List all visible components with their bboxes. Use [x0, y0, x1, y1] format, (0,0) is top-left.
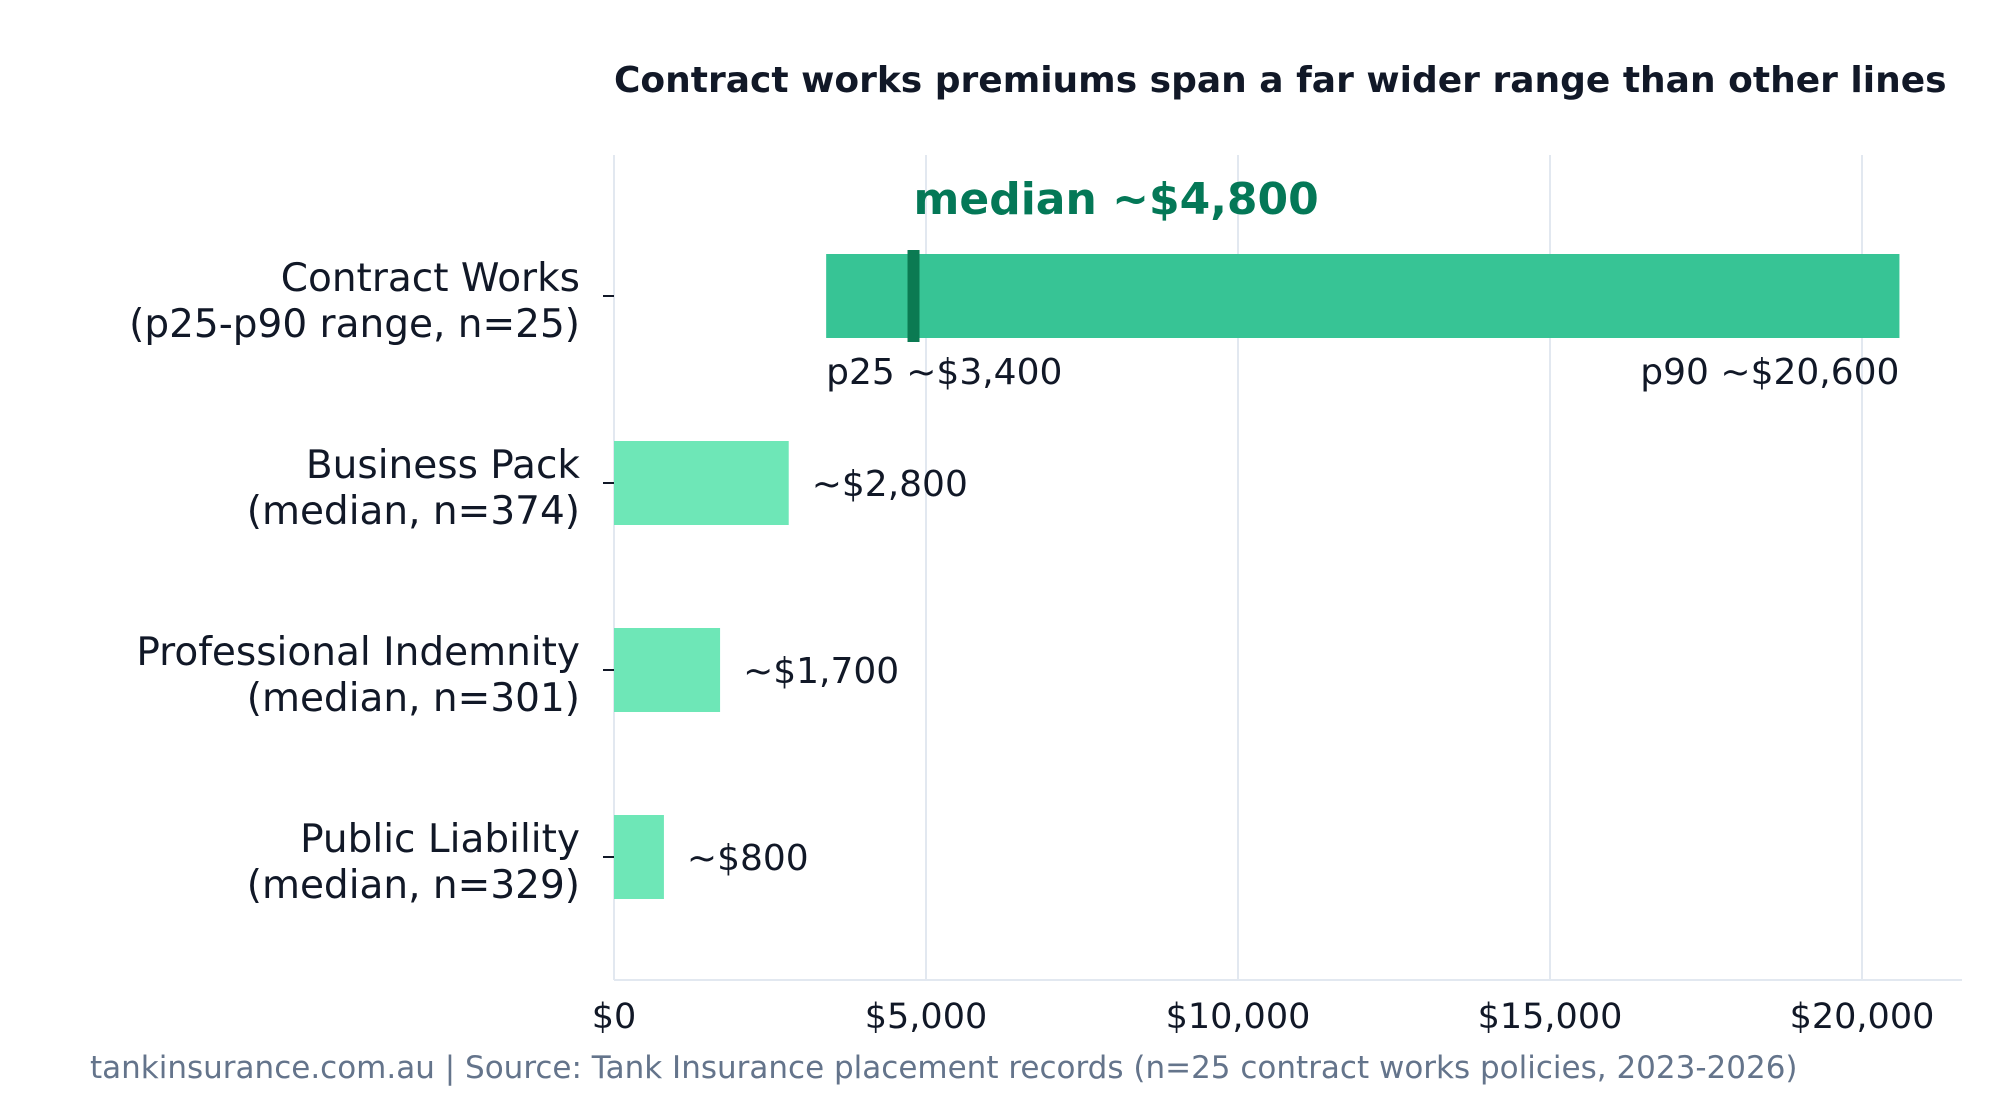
- category-label-line: Professional Indemnity: [136, 630, 580, 675]
- labels: Contract Works (p25-p90 range, n=25) Busin…: [129, 174, 1899, 908]
- bar-value-label: ~$2,800: [812, 464, 968, 505]
- p25-label: p25 ~$3,400: [826, 352, 1062, 393]
- chart-title: Contract works premiums span a far wider…: [614, 60, 1947, 101]
- x-tick-label: $5,000: [865, 997, 987, 1037]
- category-label: Contract Works (p25-p90 range, n=25): [129, 256, 580, 347]
- footer-source: tankinsurance.com.au | Source: Tank Insu…: [90, 1050, 1798, 1086]
- median-bar: [614, 815, 664, 899]
- category-label-line: (median, n=301): [247, 676, 580, 721]
- median-marker: [907, 250, 920, 342]
- median-bar: [614, 628, 721, 712]
- category-label-line: Contract Works: [281, 256, 580, 301]
- category-label: Business Pack (median, n=374): [247, 443, 581, 534]
- category-label-line: (p25-p90 range, n=25): [129, 302, 580, 347]
- category-label-line: (median, n=329): [247, 863, 580, 908]
- category-label-line: Business Pack: [306, 443, 580, 488]
- x-tick-label: $15,000: [1478, 997, 1623, 1037]
- bars: [614, 250, 1900, 899]
- x-axis-ticks: $0 $5,000 $10,000 $15,000 $20,000: [592, 295, 1935, 1037]
- bar-value-label: ~$1,700: [743, 651, 899, 692]
- median-bar: [614, 441, 789, 525]
- p90-label: p90 ~$20,600: [1640, 352, 1899, 393]
- category-label: Public Liability (median, n=329): [247, 817, 580, 908]
- category-label-line: (median, n=374): [247, 489, 580, 534]
- x-tick-label: $10,000: [1166, 997, 1311, 1037]
- bar-value-label: ~$800: [687, 838, 809, 879]
- x-tick-label: $20,000: [1790, 997, 1935, 1037]
- range-bar-contract-works: [826, 254, 1900, 338]
- category-label: Professional Indemnity (median, n=301): [136, 630, 580, 721]
- x-tick-label: $0: [592, 997, 637, 1037]
- category-label-line: Public Liability: [300, 817, 580, 862]
- median-annotation: median ~$4,800: [914, 174, 1319, 225]
